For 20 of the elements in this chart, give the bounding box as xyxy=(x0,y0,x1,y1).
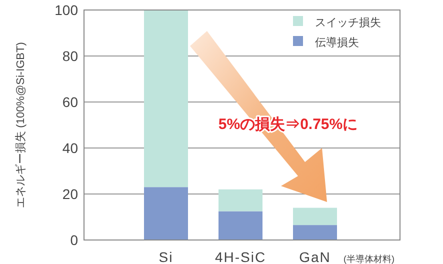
y-axis-title: エネルギー損失 (100%@Si-IGBT) xyxy=(14,42,27,208)
bar xyxy=(144,10,188,188)
bar xyxy=(293,208,337,226)
y-tick-label: 20 xyxy=(62,186,78,202)
annotation: 5%の損失⇒0.75%に xyxy=(218,116,358,133)
y-tick-label: 100 xyxy=(54,2,78,18)
legend-label: 伝導損失 xyxy=(315,36,359,49)
x-tick-label: 4H-SiC xyxy=(214,249,266,264)
x-tick-label: Si xyxy=(158,249,174,264)
bar xyxy=(218,211,262,240)
y-tick-label: 60 xyxy=(62,94,78,110)
y-tick-label: 40 xyxy=(62,140,78,156)
bar xyxy=(218,189,262,212)
legend-label: スイッチ損失 xyxy=(315,16,381,29)
bar xyxy=(144,187,188,240)
y-tick-label: 80 xyxy=(62,48,78,64)
bar xyxy=(293,225,337,240)
text: (半導体材料) xyxy=(344,254,394,264)
y-tick-label: 0 xyxy=(70,232,78,248)
x-tick-label: GaN xyxy=(299,249,331,264)
